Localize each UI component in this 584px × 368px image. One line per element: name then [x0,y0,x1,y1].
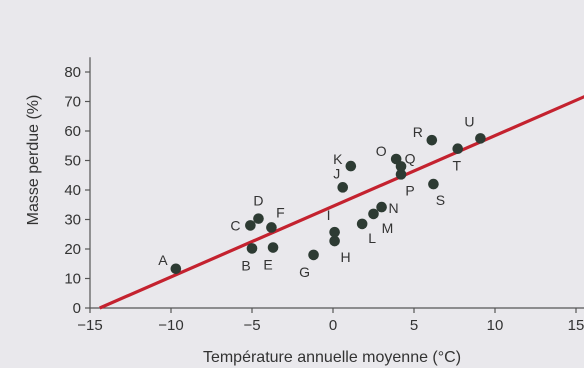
data-point-e [267,242,279,253]
point-label-k: K [333,151,343,167]
point-labels: A B CD E F G H I JK LMN O PQR S T U [158,113,474,280]
point-label-c: C [230,217,240,233]
y-tick-label: 0 [73,300,81,317]
y-tick-label: 30 [64,212,81,229]
point-label-n: N [389,200,399,216]
point-label-o: O [376,143,387,159]
point-label-d: D [253,193,263,209]
y-axis-title: Masse perdue (%) [25,95,42,226]
point-label-a: A [158,252,168,268]
point-label-m: M [382,220,394,236]
x-tick-label: −10 [158,317,183,334]
point-label-g: G [299,264,310,280]
point-label-r: R [413,124,423,140]
data-point-g [308,249,319,261]
data-point-s [428,178,439,190]
data-point-q [395,161,407,172]
axes [89,57,584,309]
data-point-p [395,169,407,180]
x-tick-label: 15 [568,317,584,334]
x-ticks: −15 −10 −5 0 5 10 15 [77,308,584,334]
point-label-q: Q [405,150,416,166]
data-point-f [266,222,277,233]
point-label-p: P [405,182,414,198]
point-label-i: I [327,207,331,223]
data-point-n [376,201,387,213]
data-points [170,133,486,275]
data-point-j [337,182,349,193]
x-tick-label: 0 [329,317,337,334]
data-point-a [170,263,182,275]
y-ticks: 0 10 20 30 40 50 60 70 80 [64,64,90,317]
data-point-b [246,243,258,254]
x-axis-title: Température annuelle moyenne (°C) [203,349,461,366]
y-tick-label: 40 [64,182,81,199]
data-point-i [329,226,340,238]
point-label-h: H [341,249,351,265]
point-label-j: J [333,165,340,181]
point-label-u: U [464,113,474,129]
x-tick-label: 5 [410,317,418,334]
point-label-l: L [368,230,376,246]
trend-line [99,95,584,310]
x-tick-label: −5 [243,317,260,334]
trend-line-group [99,95,584,310]
point-label-s: S [436,192,445,208]
data-point-r [426,134,438,146]
data-point-t [452,143,464,154]
data-point-l [356,218,368,230]
y-tick-label: 70 [64,94,81,111]
y-tick-label: 50 [64,153,81,170]
data-point-h [329,235,340,247]
point-label-e: E [263,257,272,273]
point-label-f: F [276,204,285,220]
data-point-c [245,220,256,231]
data-point-d [253,213,264,224]
y-tick-label: 80 [64,64,81,81]
data-point-m [368,208,379,220]
y-tick-label: 60 [64,123,81,140]
point-label-b: B [241,257,250,273]
x-tick-label: −15 [77,317,102,334]
data-point-k [345,160,357,172]
y-tick-label: 10 [64,271,81,288]
point-label-t: T [452,158,461,174]
y-tick-label: 20 [64,241,81,258]
data-point-u [475,133,486,144]
x-tick-label: 10 [487,317,504,334]
